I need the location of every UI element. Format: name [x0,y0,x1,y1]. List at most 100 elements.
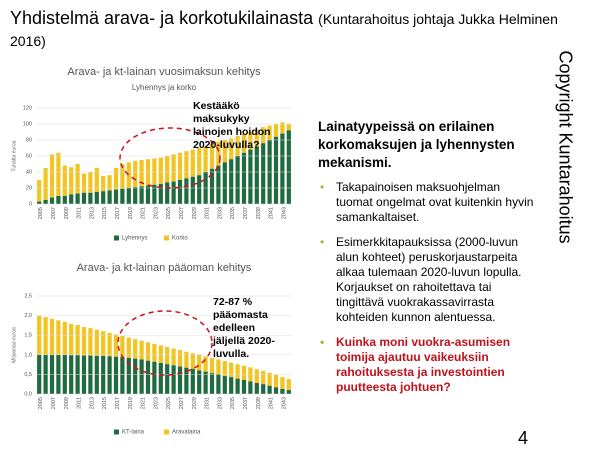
bar [216,374,221,394]
bar [94,355,99,394]
bar [286,390,291,394]
bar [62,165,67,196]
bar [101,176,106,192]
bar [184,178,189,204]
bar [216,359,221,375]
bar [241,365,247,380]
bar [165,364,170,394]
bar [43,317,48,355]
x-tick-label: 2013 [89,207,95,219]
x-tick-label: 2027 [179,207,185,219]
bar [139,186,144,204]
chart-title: Arava- ja kt-lainan pääoman kehitys [77,262,252,274]
annotation: 72-87 % pääomasta edelleen jäljellä 2020… [213,296,275,360]
legend-swatch [114,429,119,435]
y-axis-label: Tuhatta euroa [11,140,17,171]
y-tick-label: 1,0 [24,352,32,358]
bar [88,192,93,204]
bar [94,329,99,356]
bar [37,180,42,202]
x-tick-label: 2007 [51,207,57,219]
bar [241,152,247,204]
x-tick-label: 2041 [269,207,275,219]
bar [120,357,125,394]
bar [248,381,253,394]
bar [158,157,163,184]
bar [190,353,195,369]
bar [197,370,202,394]
bar [273,124,279,137]
bar [229,138,234,160]
x-tick-label: 2005 [38,397,44,409]
x-tick-label: 2039 [256,207,262,219]
bar [165,182,170,204]
x-tick-label: 2009 [64,207,70,219]
bullet-list: Takapainoisen maksuohjelman tuomat ongel… [318,180,540,395]
bar [133,187,138,204]
bar [49,318,55,355]
x-tick-label: 2033 [217,397,223,409]
x-tick-label: 2015 [102,207,108,219]
bar [88,355,93,394]
y-tick-label: 40 [26,169,32,175]
bar [286,124,291,131]
bar [184,367,189,394]
bar [107,190,112,204]
bar [107,175,112,191]
bar [248,132,253,150]
bar [190,176,195,204]
bar [241,379,247,394]
x-tick-label: 2023 [153,397,159,409]
bar [101,355,106,394]
bar [254,369,259,384]
bar [209,144,215,169]
bar [267,125,272,140]
x-tick-label: 2031 [205,207,211,219]
bar [171,154,176,182]
bar [133,160,138,188]
x-tick-label: 2017 [115,397,121,409]
x-tick-label: 2011 [77,397,83,409]
highlight-ellipse [117,310,213,376]
bar [139,160,144,187]
bar [107,356,112,394]
bar [241,133,247,153]
bar [267,372,272,386]
bar [165,346,170,365]
title-source: (Kuntarahoitus johtaja Jukka Helminen 20… [10,11,558,49]
y-tick-label: 1,5 [24,333,32,339]
bar [184,351,189,368]
bar [75,325,80,356]
bar [222,361,227,376]
bar [145,360,151,394]
bar [113,189,119,204]
bar [49,197,55,204]
bar [126,357,131,394]
bar [126,162,131,188]
bar [56,196,61,204]
bar [49,154,55,198]
x-tick-label: 2035 [230,397,236,409]
bar [286,379,291,391]
bar [190,368,195,394]
x-tick-label: 2043 [281,397,287,409]
bar [126,188,131,204]
bar [235,364,240,379]
bar [152,361,157,394]
bar [177,366,183,394]
bar [120,164,125,189]
x-tick-label: 2021 [141,397,147,409]
page-number: 4 [518,428,529,448]
bar [273,387,279,394]
bar [126,337,131,358]
x-tick-label: 2025 [166,207,172,219]
bar [69,167,74,195]
y-tick-label: 60 [26,153,32,159]
bar [158,184,163,204]
bar [203,371,208,394]
bar [152,184,157,204]
y-axis-label: Miljoonaa euroa [11,327,17,363]
x-tick-label: 2011 [77,207,83,219]
